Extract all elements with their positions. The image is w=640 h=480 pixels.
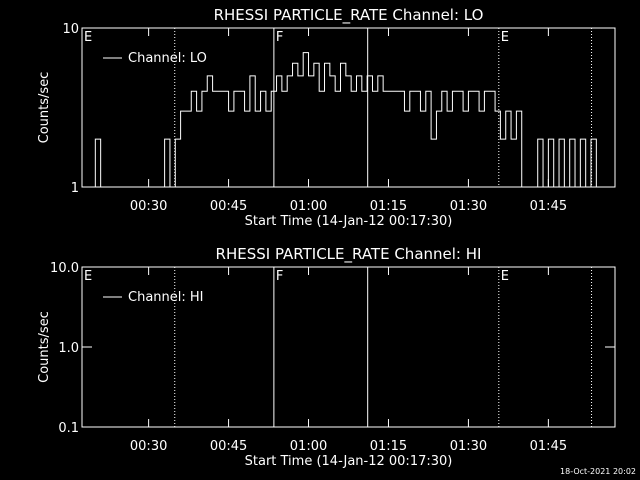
y-tick-label: 10 [62, 22, 79, 37]
legend-label: Channel: HI [128, 290, 204, 305]
x-tick-label: 01:30 [450, 439, 487, 454]
plot-frame [81, 27, 616, 188]
annotation: E [501, 269, 509, 284]
x-tick-label: 00:45 [210, 439, 247, 454]
annotation: E [84, 269, 92, 284]
y-tick-label: 1 [71, 181, 79, 196]
y-tick-label: 10.0 [50, 261, 79, 276]
y-tick-label: 1.0 [58, 341, 79, 356]
x-tick-label: 01:15 [370, 199, 407, 214]
chart-title: RHESSI PARTICLE_RATE Channel: HI [216, 245, 482, 264]
y-axis-label: Counts/sec [37, 72, 52, 144]
x-tick-label: 01:30 [450, 199, 487, 214]
x-tick-label: 00:45 [210, 199, 247, 214]
footer: 18-Oct-2021 20:02 [560, 467, 636, 476]
annotation: E [84, 30, 92, 45]
y-tick-label: 0.1 [58, 421, 79, 436]
y-axis-label: Counts/sec [37, 311, 52, 383]
chart-title: RHESSI PARTICLE_RATE Channel: LO [214, 6, 484, 25]
x-tick-label: 01:45 [530, 199, 567, 214]
x-tick-label: 01:15 [370, 439, 407, 454]
x-tick-label: 01:45 [530, 439, 567, 454]
annotation: E [501, 30, 509, 45]
annotation: F [276, 30, 283, 45]
data-line [94, 52, 597, 187]
x-tick-label: 00:30 [130, 199, 167, 214]
x-axis-label: Start Time (14-Jan-12 00:17:30) [245, 454, 453, 469]
x-tick-label: 01:00 [290, 199, 327, 214]
annotation: F [276, 269, 283, 284]
x-tick-label: 01:00 [290, 439, 327, 454]
legend-label: Channel: LO [128, 51, 207, 66]
x-axis-label: Start Time (14-Jan-12 00:17:30) [245, 214, 453, 229]
x-tick-label: 00:30 [130, 439, 167, 454]
